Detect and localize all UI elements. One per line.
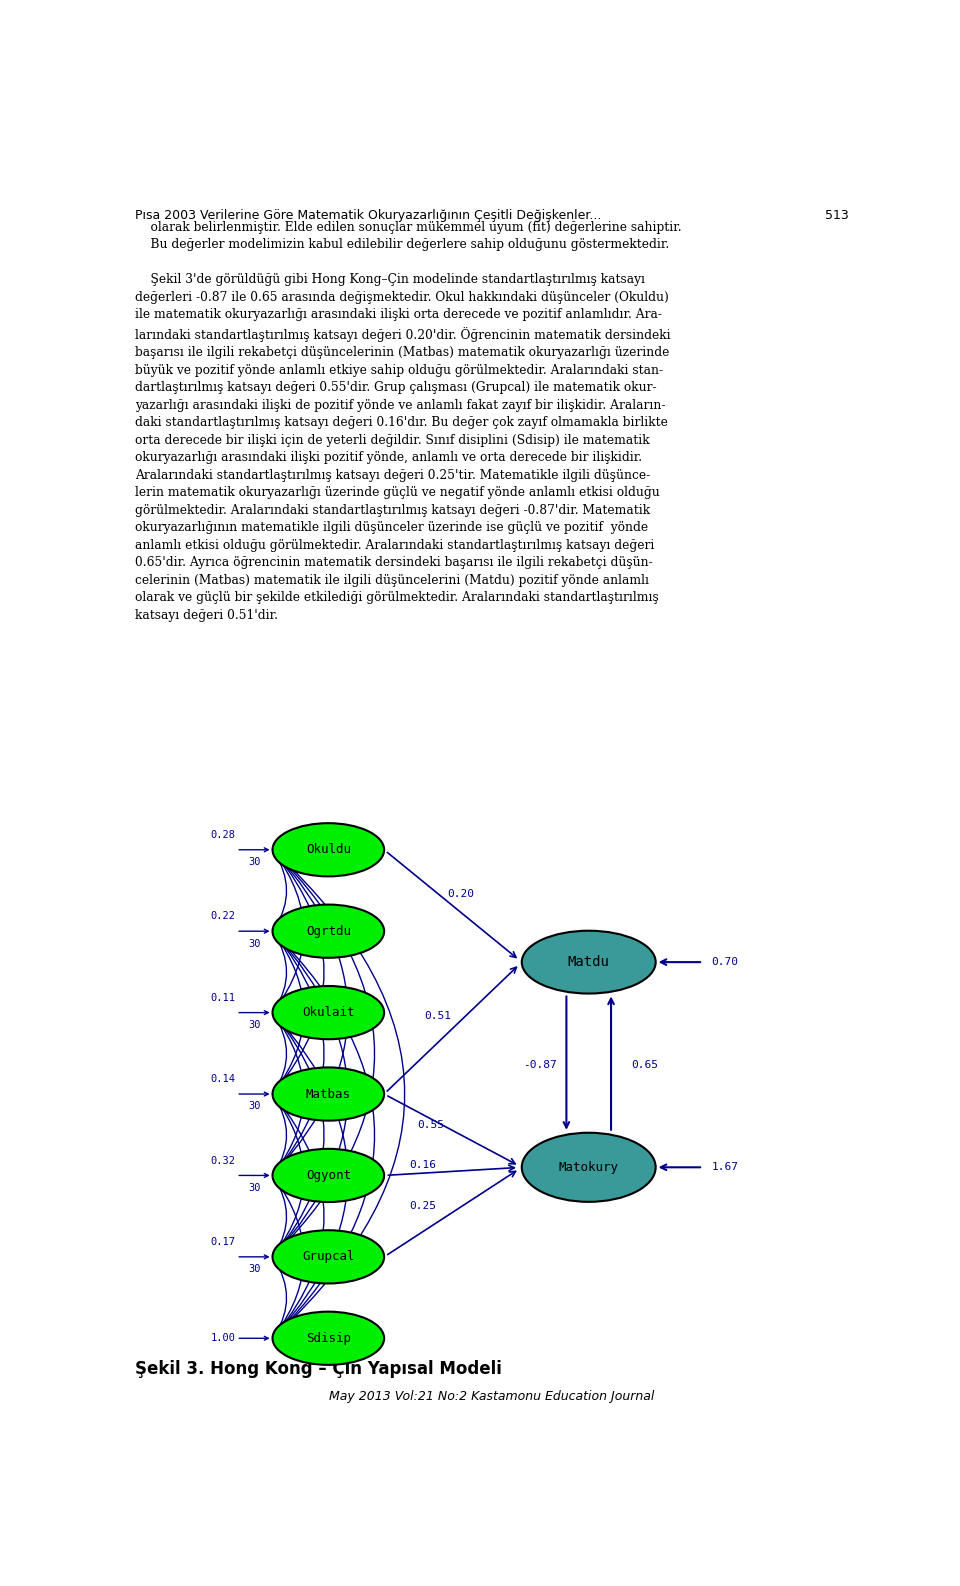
- Text: olarak belirlenmiştir. Elde edilen sonuçlar mükemmel uyum (fit) değerlerine sahi: olarak belirlenmiştir. Elde edilen sonuç…: [134, 220, 682, 622]
- Text: 1.67: 1.67: [711, 1163, 738, 1172]
- Text: Matdu: Matdu: [567, 955, 610, 969]
- Text: Sdisip: Sdisip: [306, 1332, 350, 1345]
- Text: Pısa 2003 Verilerine Göre Matematik Okuryazarlığının Çeşitli Değişkenler...: Pısa 2003 Verilerine Göre Matematik Okur…: [134, 209, 601, 222]
- Text: Okuldu: Okuldu: [306, 844, 350, 856]
- Text: 513: 513: [826, 209, 849, 222]
- Text: 0.65: 0.65: [631, 1059, 658, 1069]
- Text: Ogrtdu: Ogrtdu: [306, 925, 350, 937]
- Text: 30: 30: [249, 1264, 261, 1274]
- Text: 30: 30: [249, 939, 261, 948]
- Ellipse shape: [273, 1148, 384, 1202]
- Text: 0.11: 0.11: [210, 993, 235, 1002]
- Text: 0.16: 0.16: [410, 1161, 437, 1170]
- Ellipse shape: [273, 986, 384, 1039]
- Text: Matbas: Matbas: [306, 1088, 350, 1101]
- Text: 0.22: 0.22: [210, 912, 235, 921]
- Text: 0.20: 0.20: [447, 888, 474, 899]
- Text: 0.28: 0.28: [210, 829, 235, 841]
- Text: 30: 30: [249, 856, 261, 868]
- Ellipse shape: [273, 1312, 384, 1366]
- Text: Okulait: Okulait: [302, 1006, 354, 1020]
- Ellipse shape: [273, 904, 384, 958]
- Text: -0.87: -0.87: [523, 1059, 557, 1069]
- Ellipse shape: [522, 1132, 656, 1202]
- Text: 30: 30: [249, 1020, 261, 1029]
- Ellipse shape: [273, 1067, 384, 1121]
- Ellipse shape: [522, 931, 656, 993]
- Text: 0.14: 0.14: [210, 1074, 235, 1085]
- Text: 0.25: 0.25: [410, 1201, 437, 1212]
- Text: 0.32: 0.32: [210, 1156, 235, 1166]
- Text: Matokury: Matokury: [559, 1161, 619, 1174]
- Ellipse shape: [273, 1231, 384, 1283]
- Text: Şekil 3. Hong Kong – Çin Yapısal Modeli: Şekil 3. Hong Kong – Çin Yapısal Modeli: [134, 1359, 502, 1378]
- Text: 0.55: 0.55: [418, 1120, 444, 1129]
- Text: Grupcal: Grupcal: [302, 1250, 354, 1264]
- Text: May 2013 Vol:21 No:2 Kastamonu Education Journal: May 2013 Vol:21 No:2 Kastamonu Education…: [329, 1391, 655, 1404]
- Ellipse shape: [273, 823, 384, 877]
- Text: 30: 30: [249, 1101, 261, 1112]
- Text: Ogyont: Ogyont: [306, 1169, 350, 1182]
- Text: 1.00: 1.00: [210, 1334, 235, 1343]
- Text: 0.70: 0.70: [711, 956, 738, 967]
- Text: 0.17: 0.17: [210, 1237, 235, 1247]
- Text: 30: 30: [249, 1183, 261, 1193]
- Text: 0.51: 0.51: [424, 1010, 451, 1021]
